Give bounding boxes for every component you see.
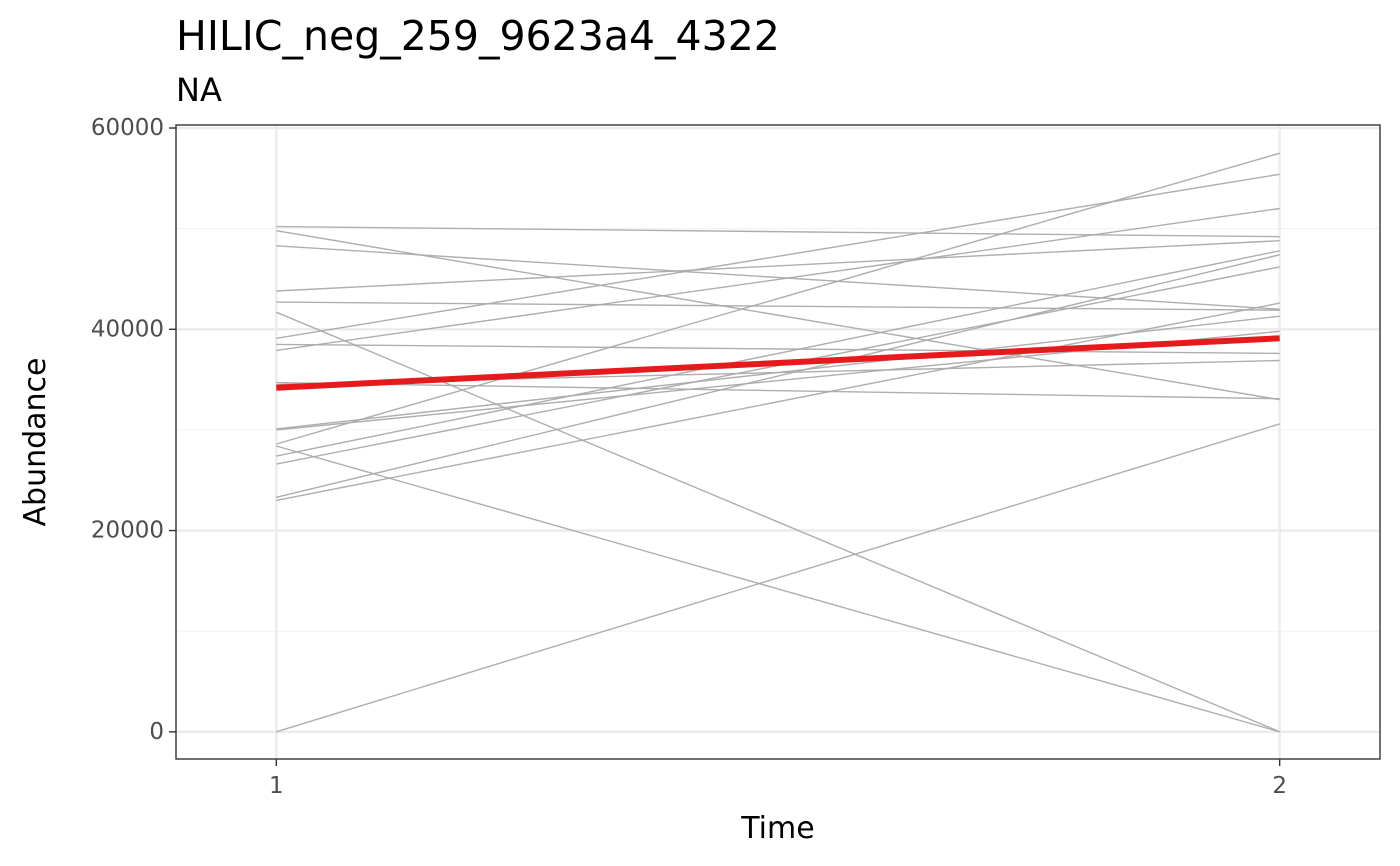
y-tick-label: 20000 — [91, 518, 164, 544]
chart-title: HILIC_neg_259_9623a4_4322 — [176, 12, 780, 60]
series-line — [276, 152, 1280, 445]
x-tick-label: 2 — [1272, 773, 1287, 799]
series-line — [276, 311, 1280, 733]
series-line — [276, 225, 1280, 238]
series-line — [276, 207, 1280, 352]
mean-series-line — [276, 335, 1280, 391]
panel-border — [175, 124, 1381, 760]
series-line — [276, 343, 1280, 355]
series-line — [276, 423, 1280, 733]
series-line — [276, 230, 1280, 401]
series-line — [276, 302, 1280, 502]
series-line — [276, 240, 1280, 292]
series-line — [276, 245, 1280, 310]
y-tick-label: 60000 — [91, 115, 164, 141]
x-axis-title: Time — [740, 811, 814, 846]
mean-line — [276, 335, 1280, 391]
chart-subtitle: NA — [176, 71, 222, 109]
individual-series-lines — [276, 152, 1280, 733]
y-axis-title: Abundance — [18, 358, 53, 527]
series-line — [276, 445, 1280, 733]
y-tick-label: 40000 — [91, 316, 164, 342]
series-line — [276, 381, 1280, 400]
series-line — [276, 254, 1280, 498]
y-tick-label: 0 — [149, 719, 164, 745]
axes: 0 20000 40000 60000 1 2 Time Abundance — [18, 115, 1287, 846]
series-line — [276, 250, 1280, 457]
series-line — [276, 301, 1280, 311]
x-tick-label: 1 — [269, 773, 284, 799]
